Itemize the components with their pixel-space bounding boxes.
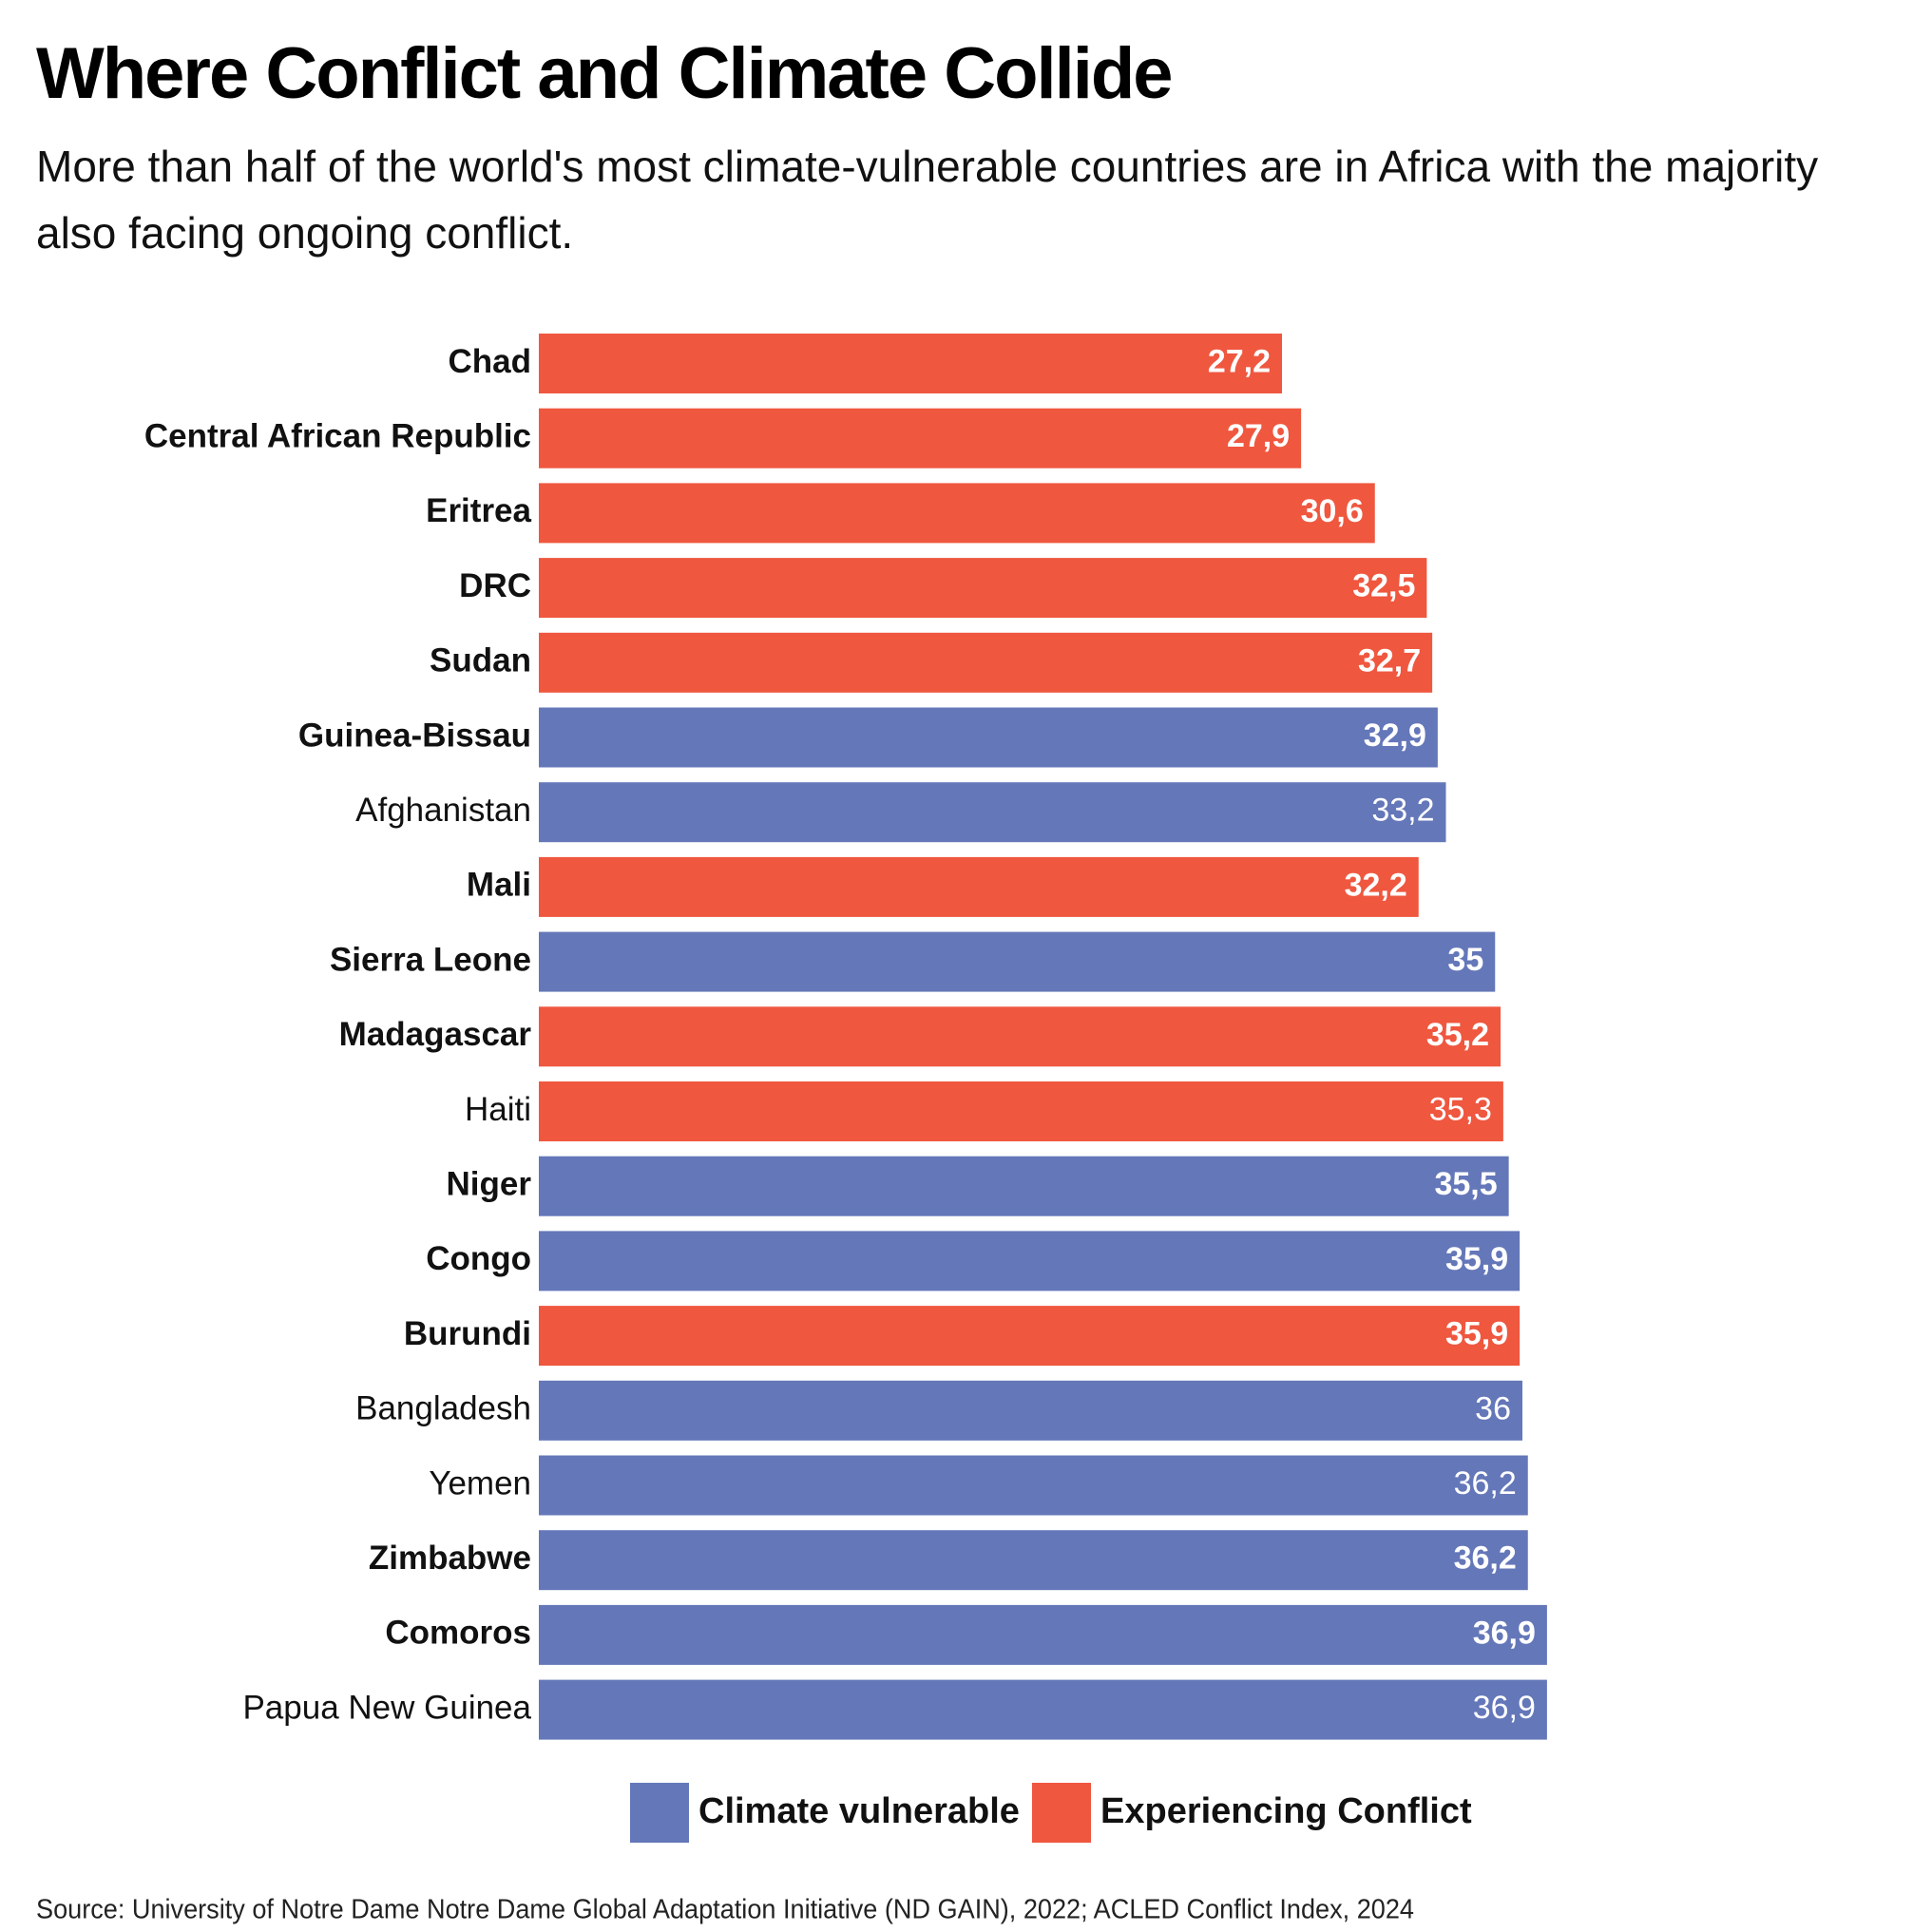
bar — [539, 408, 1302, 469]
value-label: 32,9 — [1364, 717, 1426, 754]
value-label: 36,2 — [1454, 1540, 1517, 1577]
source-note: Source: University of Notre Dame Notre D… — [36, 1895, 1414, 1925]
bar — [539, 1455, 1528, 1516]
bar — [539, 334, 1282, 393]
y-tick-label: Central African Republic — [144, 417, 531, 454]
bar — [539, 782, 1446, 843]
value-label: 27,9 — [1227, 418, 1290, 454]
y-tick-label: Congo — [426, 1240, 531, 1277]
legend-label: Climate vulnerable — [698, 1791, 1020, 1831]
y-tick-label: Haiti — [465, 1091, 531, 1128]
value-label: 35,3 — [1429, 1091, 1492, 1127]
value-label: 35 — [1447, 942, 1483, 978]
value-label: 30,6 — [1301, 493, 1364, 529]
y-tick-label: Chad — [449, 343, 532, 380]
bar — [539, 856, 1419, 917]
value-label: 32,5 — [1352, 568, 1415, 604]
bar — [539, 1530, 1528, 1591]
y-tick-label: Afghanistan — [355, 792, 531, 829]
bar — [539, 483, 1375, 544]
y-tick-label: Mali — [467, 867, 531, 904]
y-tick-label: Niger — [447, 1165, 532, 1202]
bar — [539, 707, 1438, 768]
value-label: 35,2 — [1426, 1017, 1489, 1053]
value-label: 35,5 — [1434, 1166, 1497, 1202]
bar — [539, 931, 1496, 992]
value-label: 36 — [1475, 1390, 1511, 1426]
bar — [539, 1081, 1503, 1141]
legend-label: Experiencing Conflict — [1100, 1791, 1472, 1831]
y-tick-label: Sierra Leone — [330, 941, 531, 978]
value-label: 32,2 — [1345, 867, 1407, 903]
y-tick-label: Bangladesh — [355, 1390, 531, 1427]
legend-swatch — [1032, 1783, 1091, 1843]
bar — [539, 1231, 1521, 1291]
y-tick-label: Papua New Guinea — [242, 1689, 531, 1726]
y-tick-label: DRC — [459, 567, 531, 604]
value-label: 32,7 — [1358, 642, 1421, 679]
value-label: 36,9 — [1473, 1690, 1536, 1726]
bar — [539, 1306, 1521, 1367]
value-label: 33,2 — [1371, 793, 1434, 829]
y-tick-label: Sudan — [430, 642, 531, 679]
y-tick-label: Madagascar — [339, 1016, 532, 1053]
bar — [539, 1156, 1509, 1216]
y-tick-label: Guinea-Bissau — [298, 717, 531, 754]
value-label: 27,2 — [1208, 343, 1271, 379]
bar — [539, 558, 1427, 619]
legend-swatch — [630, 1783, 689, 1843]
header: Where Conflict and Climate Collide More … — [36, 27, 1899, 266]
bar — [539, 1006, 1501, 1067]
value-label: 35,9 — [1445, 1241, 1508, 1277]
y-tick-label: Zimbabwe — [369, 1540, 531, 1577]
y-tick-label: Burundi — [404, 1315, 531, 1352]
y-tick-label: Comoros — [385, 1615, 531, 1652]
chart-title: Where Conflict and Climate Collide — [36, 33, 1174, 114]
y-tick-label: Eritrea — [426, 492, 531, 529]
value-label: 36,9 — [1473, 1615, 1536, 1651]
y-tick-label: Yemen — [429, 1464, 531, 1502]
value-label: 35,9 — [1445, 1316, 1508, 1352]
bar — [539, 1604, 1547, 1665]
chart-subtitle: More than half of the world's most clima… — [36, 142, 1819, 258]
bar — [539, 1679, 1547, 1740]
bar — [539, 632, 1433, 693]
bar — [539, 1380, 1522, 1441]
value-label: 36,2 — [1454, 1465, 1517, 1502]
